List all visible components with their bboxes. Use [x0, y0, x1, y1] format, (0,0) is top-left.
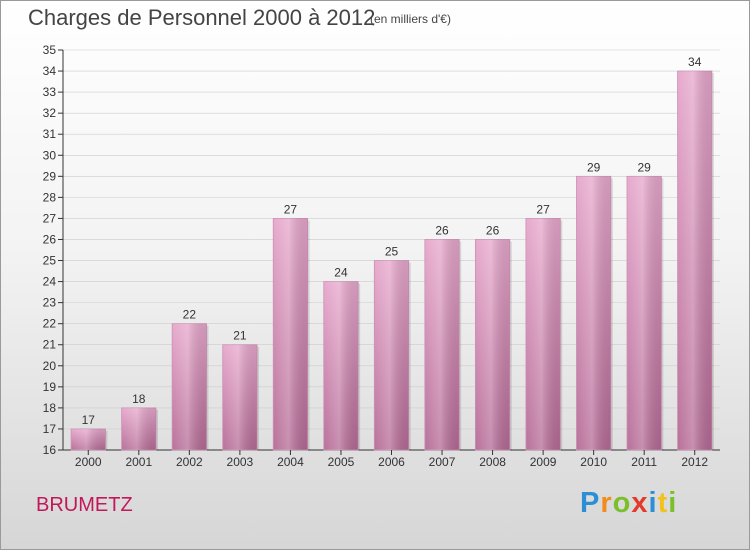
bar-value-label: 34	[688, 55, 702, 69]
y-tick-label: 18	[43, 401, 57, 415]
bar-value-label: 26	[435, 223, 449, 237]
x-tick-label: 2000	[75, 455, 102, 469]
y-tick-label: 22	[43, 317, 57, 331]
y-tick-label: 20	[43, 359, 57, 373]
bar-shine	[677, 71, 712, 450]
bar-value-label: 27	[536, 202, 550, 216]
bar-shine	[323, 281, 359, 450]
y-tick-label: 27	[43, 211, 57, 225]
bar-value-label: 17	[82, 413, 96, 427]
logo-letter: t	[657, 487, 669, 519]
bar-shine	[475, 239, 510, 450]
y-tick-label: 16	[43, 443, 57, 457]
bar-shine	[525, 218, 561, 450]
bar-value-label: 18	[132, 392, 146, 406]
x-tick-label: 2007	[429, 455, 456, 469]
x-tick-label: 2005	[328, 455, 355, 469]
logo-letter: i	[648, 487, 658, 519]
logo-letter: x	[631, 487, 649, 519]
y-tick-label: 25	[43, 254, 57, 268]
y-tick-label: 26	[43, 232, 57, 246]
bar-value-label: 22	[183, 308, 197, 322]
bar-value-label: 27	[284, 202, 298, 216]
bar-shine	[273, 218, 308, 450]
x-tick-label: 2009	[530, 455, 557, 469]
x-tick-label: 2006	[378, 455, 405, 469]
x-tick-label: 2004	[277, 455, 304, 469]
y-tick-label: 35	[43, 43, 57, 57]
bar-shine	[121, 407, 156, 450]
logo-letter: P	[580, 487, 601, 519]
y-tick-label: 19	[43, 380, 57, 394]
bar-value-label: 26	[486, 223, 500, 237]
bar-value-label: 29	[587, 160, 601, 174]
chart-subtitle: (en milliers d'€)	[370, 12, 451, 26]
bar-shine	[374, 260, 409, 450]
bar-value-label: 29	[638, 160, 652, 174]
bar-shine	[627, 176, 662, 450]
bar-value-label: 21	[233, 329, 247, 343]
bar-value-label: 25	[385, 245, 399, 259]
y-tick-label: 21	[43, 338, 57, 352]
y-tick-label: 24	[43, 275, 57, 289]
x-tick-label: 2010	[580, 455, 607, 469]
y-tick-label: 30	[43, 148, 57, 162]
bar-shine	[172, 323, 207, 450]
y-tick-label: 34	[43, 64, 57, 78]
logo-letter: i	[668, 487, 678, 519]
x-tick-label: 2001	[125, 455, 152, 469]
x-tick-label: 2003	[227, 455, 254, 469]
x-tick-label: 2012	[681, 455, 708, 469]
y-tick-label: 29	[43, 169, 57, 183]
bar-shine	[424, 239, 460, 450]
bar-shine	[576, 176, 611, 450]
logo-letter: o	[612, 487, 632, 519]
y-tick-label: 23	[43, 296, 57, 310]
proxiti-logo[interactable]: Proxiti	[580, 487, 677, 520]
x-tick-label: 2008	[479, 455, 506, 469]
x-tick-label: 2011	[631, 455, 657, 469]
commune-label: BRUMETZ	[36, 494, 133, 516]
bar-shine	[222, 344, 258, 450]
chart-title: Charges de Personnel 2000 à 2012	[28, 5, 376, 30]
y-tick-label: 31	[43, 127, 57, 141]
y-tick-label: 32	[43, 106, 57, 120]
y-tick-label: 33	[43, 85, 57, 99]
bar-value-label: 24	[334, 266, 348, 280]
logo-letter: r	[600, 487, 613, 519]
bar-shine	[71, 428, 106, 450]
y-tick-label: 17	[43, 422, 57, 436]
x-tick-label: 2002	[176, 455, 203, 469]
y-tick-label: 28	[43, 190, 57, 204]
